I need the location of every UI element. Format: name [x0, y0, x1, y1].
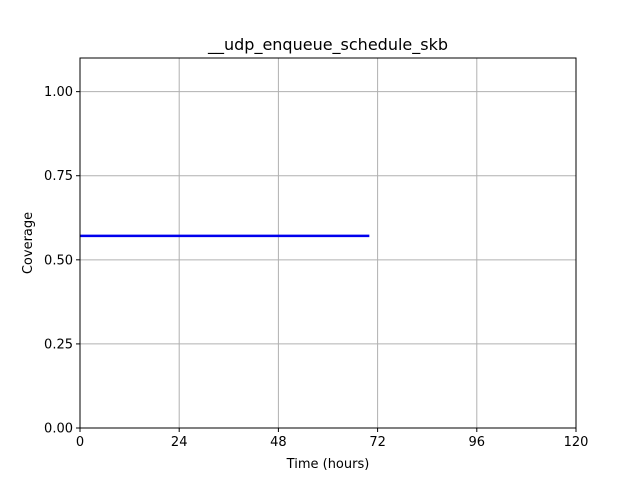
y-tick-label: 0.50	[44, 253, 73, 268]
x-tick-label: 96	[469, 435, 486, 450]
y-tick-label: 0.00	[44, 422, 73, 437]
x-tick-label: 24	[171, 435, 188, 450]
plot-frame	[79, 57, 577, 429]
x-tick-label: 72	[369, 435, 386, 450]
y-axis-label: Coverage	[21, 212, 36, 274]
x-tick-label: 120	[564, 435, 589, 450]
y-tick-label: 0.25	[44, 337, 73, 352]
grid-lines	[79, 58, 577, 429]
y-tick-label: 1.00	[44, 85, 73, 100]
y-tick-label: 0.75	[44, 169, 73, 184]
x-axis-label: Time (hours)	[286, 457, 370, 472]
x-tick-label: 48	[270, 435, 287, 450]
x-axis-ticks: 0 24 48 72 96 120	[76, 428, 589, 450]
y-axis-ticks: 0.00 0.25 0.50 0.75 1.00	[44, 85, 80, 437]
chart-title: __udp_enqueue_schedule_skb	[207, 35, 448, 55]
x-tick-label: 0	[76, 435, 84, 450]
